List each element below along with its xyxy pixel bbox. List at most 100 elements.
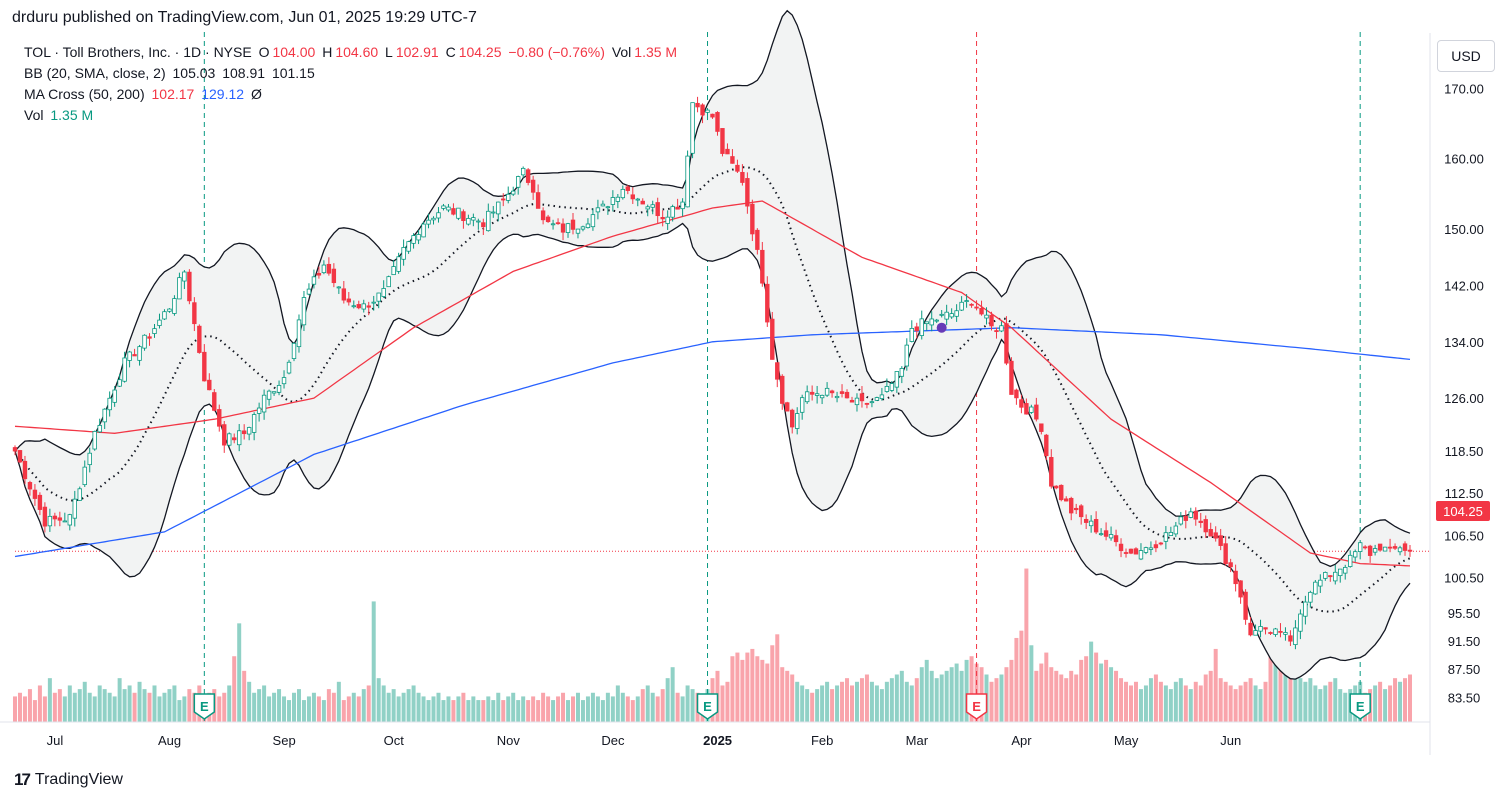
candle-body [984, 314, 989, 319]
candle-body [1323, 572, 1328, 579]
volume-bar [72, 692, 77, 722]
volume-bar [1343, 692, 1348, 722]
candle-body [236, 430, 242, 446]
candle-body [765, 283, 770, 323]
candle-body [1248, 622, 1253, 636]
candle-body [740, 171, 745, 183]
time-tick-label: Sep [273, 733, 296, 748]
candle-body [550, 223, 556, 226]
candle-body [246, 427, 252, 435]
candle-body [909, 327, 914, 342]
volume-bar [172, 685, 177, 722]
time-tick-label: Apr [1011, 733, 1032, 748]
volume-bar [481, 700, 486, 722]
time-tick-label: Aug [158, 733, 181, 748]
volume-bar [645, 685, 650, 722]
candle-body [1238, 580, 1243, 598]
footer-brand[interactable]: 17 TradingView [14, 770, 123, 790]
volume-bar [252, 692, 257, 722]
candle-body [117, 379, 122, 387]
volume-bar [257, 689, 262, 722]
volume-bar [112, 696, 117, 722]
bollinger-bands [14, 9, 1411, 680]
volume-bar [486, 696, 491, 722]
candle-body [545, 216, 551, 223]
candle-body [1083, 518, 1089, 523]
volume-bar [675, 692, 680, 722]
candle-body [834, 395, 840, 399]
candle-body [824, 387, 830, 396]
candle-body [506, 193, 511, 201]
volume-bar [456, 696, 461, 722]
candle-body [177, 277, 182, 300]
volume-bar [580, 700, 585, 722]
volume-bar [989, 681, 994, 722]
candle-body [97, 425, 102, 433]
candle-body [87, 452, 92, 466]
candle-body [441, 205, 446, 209]
candle-body [1288, 635, 1293, 642]
volume-bar [391, 689, 396, 722]
candle-body [456, 207, 461, 219]
candle-body [92, 430, 97, 450]
volume-bar [1398, 681, 1403, 722]
price-tick-label: 95.50 [1448, 606, 1481, 621]
candle-body [1338, 568, 1343, 577]
candle-body [1143, 547, 1149, 553]
candle-body [540, 210, 546, 221]
candle-body [695, 102, 700, 108]
candle-body [1133, 548, 1139, 555]
earnings-marker-icon [193, 693, 216, 720]
volume-bar [1318, 689, 1323, 722]
candle-body [650, 204, 655, 208]
volume-bar [775, 634, 780, 722]
price-tick-label: 170.00 [1444, 81, 1484, 96]
volume-bar [1079, 659, 1084, 722]
time-tick-label: May [1114, 733, 1139, 748]
candle-body [1293, 627, 1298, 646]
volume-bar [142, 689, 147, 722]
volume-bar [1288, 663, 1293, 722]
candle-body [535, 192, 541, 209]
legend-high: 104.60 [335, 44, 379, 60]
volume-bar [770, 645, 775, 722]
candle-body [924, 321, 929, 325]
volume-bar [426, 700, 431, 722]
candle-body [770, 318, 775, 360]
volume-bar [635, 696, 640, 722]
volume-bar [1099, 663, 1104, 722]
volume-bar [381, 685, 386, 722]
candle-body [107, 397, 112, 411]
candle-body [560, 223, 566, 233]
volume-bar [1208, 670, 1213, 722]
volume-bar [436, 692, 441, 722]
candle-body [1173, 525, 1179, 535]
candle-body [954, 310, 959, 317]
volume-bar [864, 674, 869, 722]
volume-bar [1168, 689, 1173, 722]
candle-body [780, 375, 785, 404]
candlesticks [12, 96, 1413, 650]
candle-body [525, 169, 531, 183]
price-tick-label: 112.50 [1445, 486, 1484, 501]
candle-body [481, 222, 486, 228]
candle-body [829, 390, 835, 394]
candle-body [610, 197, 616, 205]
price-tick-label: 126.00 [1444, 391, 1484, 406]
volume-bar [1094, 652, 1099, 722]
volume-bar [187, 689, 192, 722]
currency-button[interactable]: USD [1437, 40, 1495, 72]
volume-bar [1283, 641, 1288, 722]
volume-bar [879, 689, 884, 722]
candle-body [132, 354, 137, 357]
volume-bar [237, 623, 242, 722]
candle-body [351, 305, 356, 308]
candle-body [899, 368, 905, 377]
candle-body [271, 391, 277, 394]
candle-body [974, 306, 979, 309]
volume-bar [1303, 681, 1308, 722]
candle-body [595, 207, 601, 213]
volume-bar [87, 692, 92, 722]
candle-body [137, 346, 142, 361]
